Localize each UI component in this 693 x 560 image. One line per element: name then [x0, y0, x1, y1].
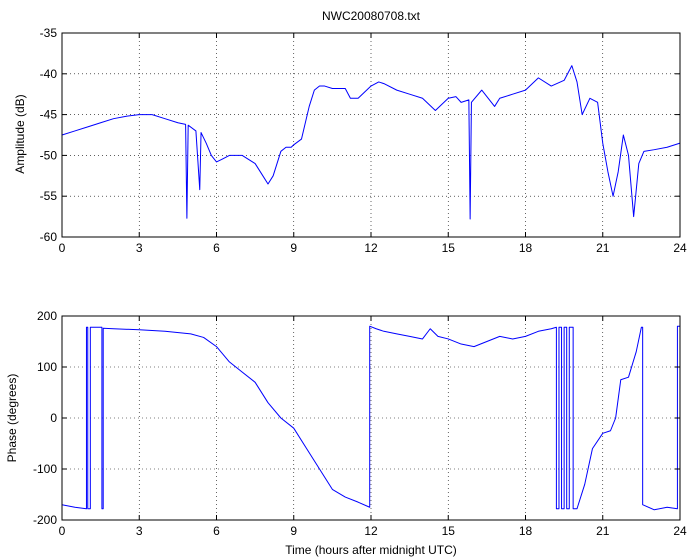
amplitude-axis-label: Amplitude (dB) [13, 94, 27, 173]
amplitude-series-line [61, 65, 681, 220]
amplitude-x-tick-label: 6 [213, 241, 220, 255]
amplitude-y-tick-label: -60 [40, 230, 58, 244]
phase-x-tick-label: 15 [442, 524, 456, 538]
amplitude-x-tick-label: 12 [364, 241, 378, 255]
amplitude-y-tick-label: -35 [40, 26, 58, 40]
amplitude-x-tick-label: 18 [519, 241, 533, 255]
phase-x-tick-label: 18 [519, 524, 533, 538]
phase-x-tick-label: 0 [59, 524, 66, 538]
amplitude-x-tick-label: 3 [136, 241, 143, 255]
amplitude-x-tick-label: 0 [59, 241, 66, 255]
amplitude-x-tick-label: 9 [290, 241, 297, 255]
phase-x-tick-label: 24 [673, 524, 687, 538]
phase-x-tick-label: 12 [364, 524, 378, 538]
phase-x-tick-label: 9 [290, 524, 297, 538]
phase-x-tick-label: 21 [596, 524, 610, 538]
phase-y-tick-label: 200 [37, 309, 57, 323]
amplitude-y-tick-label: -45 [40, 108, 58, 122]
phase-y-tick-label: -200 [33, 513, 57, 527]
amplitude-x-tick-label: 21 [596, 241, 610, 255]
phase-y-tick-label: -100 [33, 462, 57, 476]
phase-x-tick-label: 3 [136, 524, 143, 538]
amplitude-x-tick-label: 15 [442, 241, 456, 255]
chart-title: NWC20080708.txt [322, 9, 421, 23]
phase-y-tick-label: 100 [37, 360, 57, 374]
amplitude-plot-area [62, 33, 680, 237]
phase-axis-label: Phase (degrees) [5, 374, 19, 463]
amplitude-y-tick-label: -55 [40, 189, 58, 203]
amplitude-x-tick-label: 24 [673, 241, 687, 255]
phase-x-tick-label: 6 [213, 524, 220, 538]
time-axis-label: Time (hours after midnight UTC) [285, 543, 457, 557]
phase-y-tick-label: 0 [50, 411, 57, 425]
amplitude-y-tick-label: -40 [40, 67, 58, 81]
amplitude-plot: 0 3 6 9 12 15 18 21 24 -60 -55 -50 -45 -40 -35 [40, 26, 687, 255]
phase-series-line [61, 325, 680, 511]
amplitude-y-tick-label: -50 [40, 148, 58, 162]
phase-plot: 0 3 6 9 12 15 18 21 24 -200 -100 0 100 200 [33, 309, 687, 538]
